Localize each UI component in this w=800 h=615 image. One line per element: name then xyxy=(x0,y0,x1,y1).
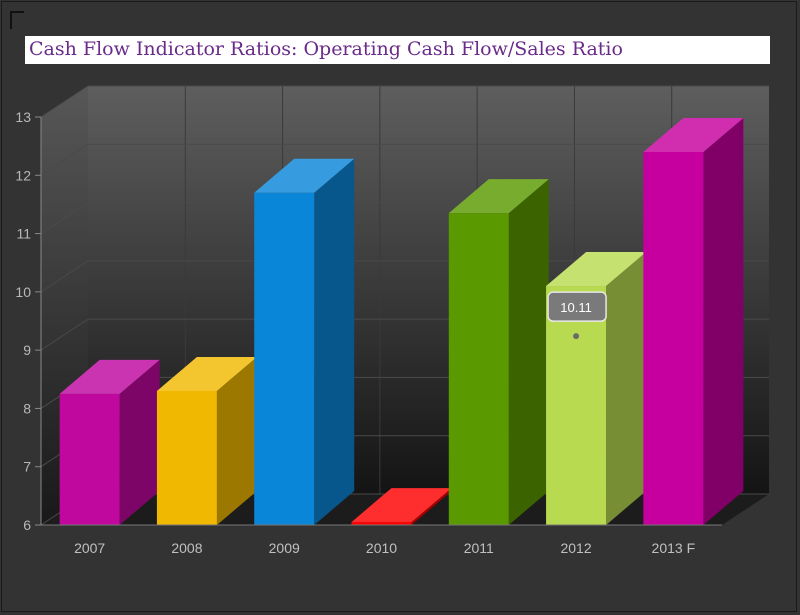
bar-2007 xyxy=(59,359,160,525)
x-tick-label: 2011 xyxy=(464,540,494,556)
bar-front xyxy=(59,393,120,525)
y-axis: 6 7 8 9 10 11 12 13 xyxy=(15,109,42,533)
y-tick-label: 9 xyxy=(23,342,31,358)
x-axis: 2007 2008 2009 2010 2011 2012 2013 F xyxy=(41,524,722,556)
bar-top xyxy=(448,179,549,214)
x-tick-label: 2008 xyxy=(171,540,202,556)
bar-front xyxy=(546,286,607,525)
chart-title-box: Cash Flow Indicator Ratios: Operating Ca… xyxy=(25,36,770,64)
bar-side xyxy=(703,117,744,525)
bar-2012 xyxy=(546,252,647,525)
chart-title: Cash Flow Indicator Ratios: Operating Ca… xyxy=(29,38,623,60)
corner-bracket-icon xyxy=(10,11,24,29)
bar-top xyxy=(351,488,452,523)
x-tick-label: 2007 xyxy=(74,540,105,556)
bar-side xyxy=(508,179,549,525)
bars xyxy=(59,117,744,525)
tooltip-box xyxy=(547,291,607,322)
y-tick-label: 6 xyxy=(23,517,31,533)
tooltip-value: 10.11 xyxy=(560,300,592,315)
bar-2009 xyxy=(254,158,355,525)
bar-top xyxy=(156,356,257,391)
y-tick-label: 13 xyxy=(15,109,31,125)
bar-2010 xyxy=(351,488,452,525)
bar-side xyxy=(119,359,160,525)
y-tick-label: 10 xyxy=(15,284,31,300)
bar-front xyxy=(351,522,412,525)
horizontal-gridline xyxy=(40,143,769,176)
y-tick-label: 7 xyxy=(23,459,31,475)
bar-side xyxy=(314,158,355,525)
bar-front xyxy=(643,151,704,525)
y-tick-label: 8 xyxy=(23,400,31,416)
bar-top xyxy=(643,117,744,152)
bar-top xyxy=(546,252,647,287)
bar-2013 F xyxy=(643,117,744,525)
x-tick-label: 2012 xyxy=(560,540,591,556)
bar-side xyxy=(216,356,257,525)
bar-top xyxy=(254,158,355,193)
x-tick-label: 2010 xyxy=(366,540,397,556)
y-tick-label: 12 xyxy=(15,167,31,183)
bar-side xyxy=(411,488,452,525)
tooltip: 10.11 xyxy=(547,291,607,340)
bar-side xyxy=(606,252,647,525)
x-tick-label: 2009 xyxy=(269,540,300,556)
horizontal-gridline xyxy=(40,85,769,118)
y-tick-label: 11 xyxy=(16,226,31,242)
bar-top xyxy=(59,359,160,394)
bar-front xyxy=(448,213,509,525)
bar-2008 xyxy=(156,356,257,525)
bar-front xyxy=(254,192,315,525)
bar-2011 xyxy=(448,179,549,525)
tooltip-marker xyxy=(573,333,580,340)
x-tick-label: 2013 F xyxy=(652,540,696,556)
bar-front xyxy=(156,390,217,525)
